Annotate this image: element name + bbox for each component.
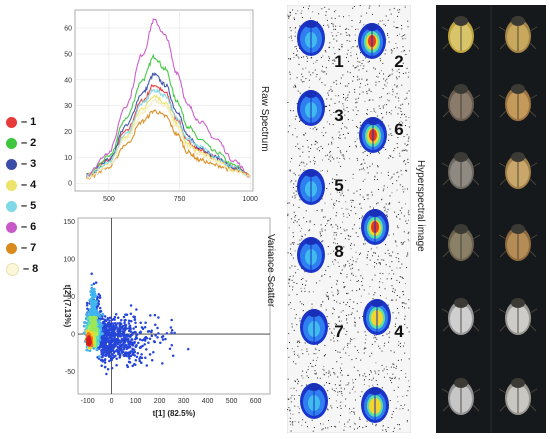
spectrum-series-7 xyxy=(85,109,251,181)
legend-item-1: – 1 xyxy=(6,113,36,131)
variance-scatter-label: Variance Scatter xyxy=(265,234,276,308)
photo-beetle-2 xyxy=(498,16,538,53)
legend-item-5: – 5 xyxy=(6,197,36,215)
scatter-density-core xyxy=(82,283,105,359)
legend-swatch xyxy=(6,242,17,254)
hyperspectral-background xyxy=(287,5,411,433)
scatter-x-tick: 300 xyxy=(178,398,190,405)
insect-number-7: 7 xyxy=(334,322,343,341)
variance-scatter-chart: -50 0 50 100 150 -100 0 100 200 300 400 500 600 t[1] … xyxy=(63,217,271,418)
legend-swatch xyxy=(6,262,19,276)
beetle-rgb-photo xyxy=(436,5,546,433)
insect-number-8: 8 xyxy=(334,242,343,261)
legend-swatch xyxy=(6,200,17,212)
insect-number-5: 5 xyxy=(334,176,343,195)
legend-swatch xyxy=(6,116,17,128)
spectrum-y-tick: 60 xyxy=(64,26,72,33)
legend-label: – 5 xyxy=(21,200,37,212)
scatter-x-tick: 400 xyxy=(202,398,214,405)
hyperspectral-beetle-8 xyxy=(363,299,391,335)
spectrum-x-tick: 750 xyxy=(174,196,186,203)
insect-number-6: 6 xyxy=(394,120,403,139)
scatter-x-tick: 200 xyxy=(154,398,166,405)
legend-label: – 1 xyxy=(21,116,37,128)
legend-label: – 3 xyxy=(21,158,37,170)
photo-beetle-11 xyxy=(441,378,481,415)
legend-swatch xyxy=(6,158,17,170)
photo-beetle-8 xyxy=(498,224,538,261)
spectrum-x-tick: 500 xyxy=(103,196,115,203)
hyperspectral-beetle-5 xyxy=(297,169,325,205)
legend-label: – 6 xyxy=(21,221,37,233)
hyperspectral-beetle-10 xyxy=(300,383,328,419)
spectrum-y-tick: 30 xyxy=(64,103,72,110)
scatter-x-tick: 500 xyxy=(226,398,238,405)
photo-beetle-5 xyxy=(441,152,481,189)
legend-item-2: – 2 xyxy=(6,134,36,152)
legend-label: – 4 xyxy=(21,179,37,191)
legend-item-3: – 3 xyxy=(6,155,36,173)
spectrum-y-tick: 10 xyxy=(64,155,72,162)
scatter-y-tick: 50 xyxy=(67,294,75,301)
hyperspectral-beetle-4 xyxy=(359,117,387,153)
hyperspectral-beetle-9 xyxy=(300,309,328,345)
photo-beetle-3 xyxy=(441,84,481,121)
scatter-x-tick: 600 xyxy=(250,398,262,405)
hyperspectral-beetle-1 xyxy=(297,20,325,56)
scatter-y-tick: 0 xyxy=(71,332,75,339)
hyperspectral-beetle-6 xyxy=(361,209,389,245)
spectrum-series-8 xyxy=(85,97,251,180)
legend-item-4: – 4 xyxy=(6,176,36,194)
raw-spectrum-label: Raw Spectrum xyxy=(259,86,270,152)
scatter-y-tick: 100 xyxy=(63,257,75,264)
photo-beetle-7 xyxy=(441,224,481,261)
insect-number-4: 4 xyxy=(394,322,404,341)
legend-label: – 7 xyxy=(21,242,37,254)
insect-number-3: 3 xyxy=(334,106,343,125)
spectrum-x-tick: 1000 xyxy=(242,196,258,203)
scatter-y-tick: -50 xyxy=(65,369,75,376)
photo-beetle-10 xyxy=(498,298,538,335)
photo-beetle-12 xyxy=(498,378,538,415)
hyperspectral-beetle-3 xyxy=(297,90,325,126)
legend-item-8: – 8 xyxy=(6,260,38,278)
spectrum-y-tick: 0 xyxy=(68,181,72,188)
spectrum-y-tick: 40 xyxy=(64,77,72,84)
insect-number-1: 1 xyxy=(334,52,343,71)
legend-label: – 2 xyxy=(21,137,37,149)
legend-label: – 8 xyxy=(23,263,39,275)
scatter-plot-area xyxy=(77,217,271,395)
scatter-x-label: t[1] (82.5%) xyxy=(153,409,196,418)
spectrum-series-2 xyxy=(86,53,251,178)
photo-beetle-1 xyxy=(441,16,481,53)
spectrum-series-5 xyxy=(85,87,251,178)
legend-swatch xyxy=(6,137,17,149)
scatter-x-tick: -100 xyxy=(81,398,95,405)
hyperspectral-image-label: Hyperspectral image xyxy=(415,160,426,252)
hyperspectral-false-color-image: 1 2 3 6 5 8 7 4 xyxy=(287,5,411,433)
legend-swatch xyxy=(6,221,17,233)
photo-beetle-6 xyxy=(498,152,538,189)
legend-item-6: – 6 xyxy=(6,218,36,236)
hyperspectral-beetle-2 xyxy=(358,23,386,59)
photo-beetle-4 xyxy=(498,84,538,121)
scatter-y-label: t[2] (7.13%) xyxy=(63,285,72,328)
scatter-x-tick: 0 xyxy=(110,398,114,405)
photo-beetle-9 xyxy=(441,298,481,335)
spectrum-y-tick: 50 xyxy=(64,51,72,58)
scatter-x-tick: 100 xyxy=(130,398,142,405)
legend-item-7: – 7 xyxy=(6,239,36,257)
legend-swatch xyxy=(6,179,17,191)
scatter-y-tick: 150 xyxy=(63,219,75,226)
insect-number-2: 2 xyxy=(394,52,403,71)
hyperspectral-beetle-11 xyxy=(361,387,389,423)
raw-spectrum-chart: 0 10 20 30 40 50 60 500 750 1000 xyxy=(64,9,258,203)
hyperspectral-beetle-7 xyxy=(297,237,325,273)
spectrum-series-6 xyxy=(85,18,251,179)
spectrum-y-tick: 20 xyxy=(64,129,72,136)
